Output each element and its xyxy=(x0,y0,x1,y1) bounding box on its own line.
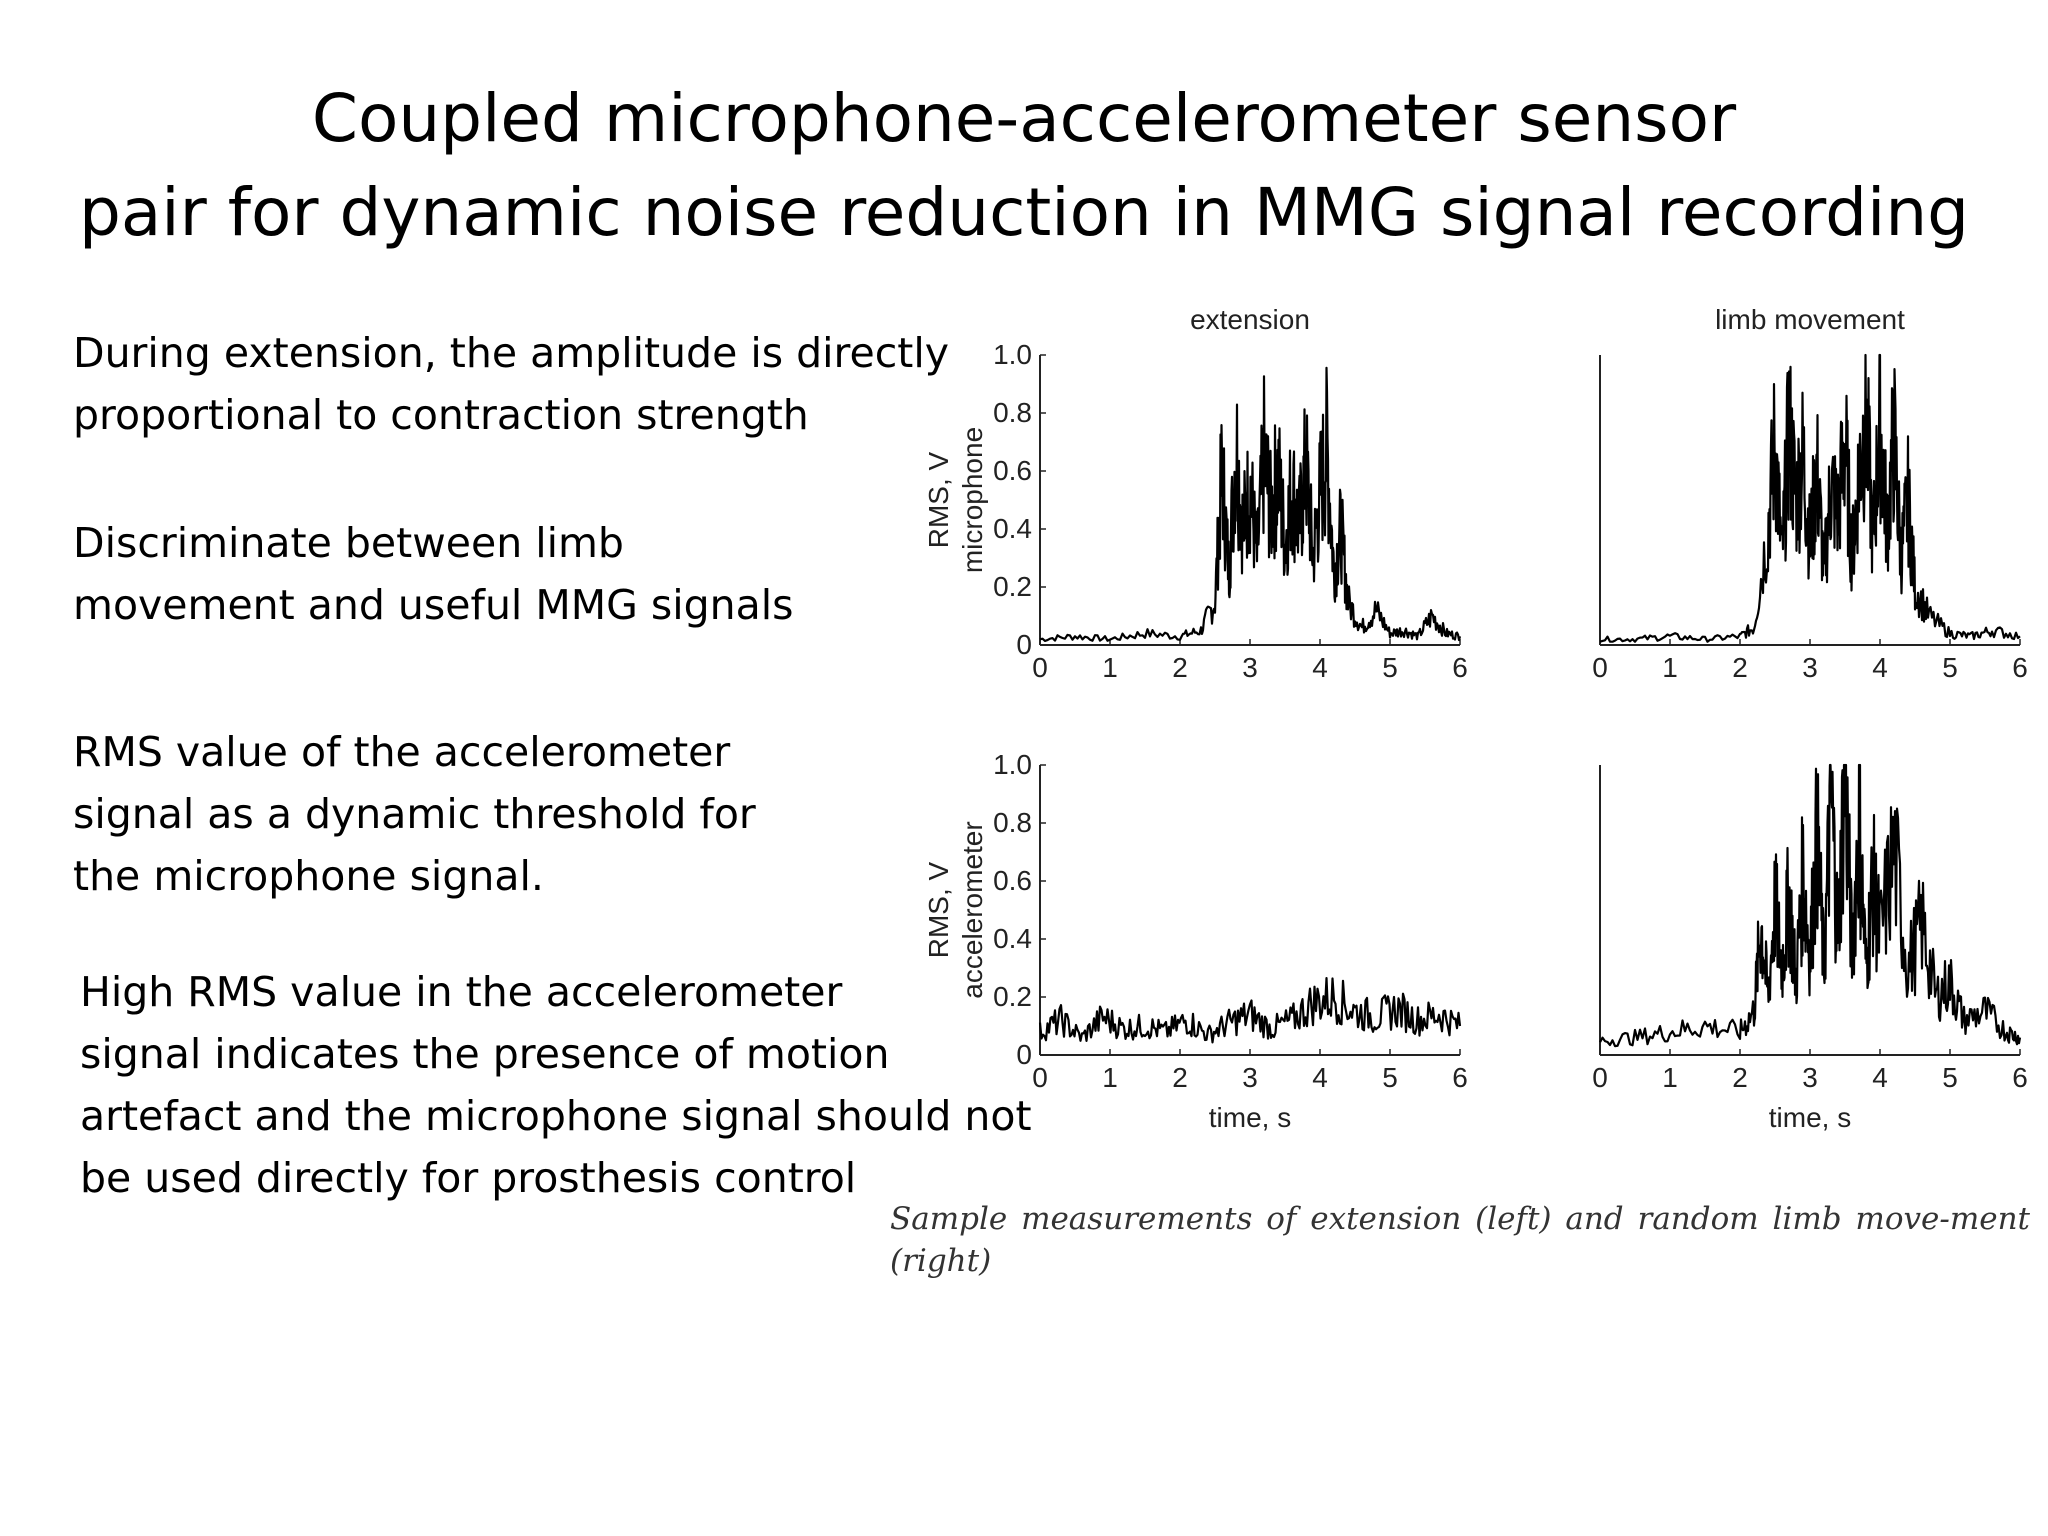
y-tick-label: 1.0 xyxy=(993,339,1032,370)
x-tick-label: 2 xyxy=(1172,1062,1188,1093)
x-tick-label: 4 xyxy=(1312,1062,1328,1093)
x-tick-label: 4 xyxy=(1872,1062,1888,1093)
bullet-discriminate: Discriminate between limb movement and u… xyxy=(73,512,794,636)
bullet-line: movement and useful MMG signals xyxy=(73,581,794,629)
x-tick-label: 5 xyxy=(1942,652,1958,683)
y-tick-label: 0.2 xyxy=(993,981,1032,1012)
y-tick-label: 0 xyxy=(1016,1039,1032,1070)
bullet-motion-artefact: High RMS value in the accelerometer sign… xyxy=(80,961,1032,1209)
y-tick-label: 0.2 xyxy=(993,571,1032,602)
x-tick-label: 4 xyxy=(1872,652,1888,683)
x-tick-label: 1 xyxy=(1102,1062,1118,1093)
y-tick-label: 0.8 xyxy=(993,397,1032,428)
y-tick-label: 0.4 xyxy=(993,513,1032,544)
x-tick-label: 5 xyxy=(1942,1062,1958,1093)
chart-panel: 0 1 2 3 4 5 6 time, s xyxy=(1592,763,2028,1133)
x-axis-label: time, s xyxy=(1769,1102,1851,1133)
x-tick-label: 3 xyxy=(1802,652,1818,683)
bullet-line: During extension, the amplitude is direc… xyxy=(73,329,949,377)
chart-title: limb movement xyxy=(1715,304,1905,335)
bullet-line: the microphone signal. xyxy=(73,852,544,900)
x-tick-label: 6 xyxy=(2012,652,2028,683)
y-axis-label-line: RMS, V xyxy=(923,861,954,958)
y-tick-label: 1.0 xyxy=(993,749,1032,780)
x-tick-label: 4 xyxy=(1312,652,1328,683)
x-tick-label: 1 xyxy=(1662,652,1678,683)
x-tick-label: 5 xyxy=(1382,1062,1398,1093)
chart-title: extension xyxy=(1190,304,1310,335)
x-tick-label: 1 xyxy=(1662,1062,1678,1093)
x-tick-label: 2 xyxy=(1732,1062,1748,1093)
series-line xyxy=(1038,976,1462,1044)
x-tick-label: 0 xyxy=(1592,1062,1608,1093)
slide-title: Coupled microphone-accelerometer sensor … xyxy=(0,72,2048,260)
x-tick-label: 6 xyxy=(1452,652,1468,683)
y-axis-label-line: RMS, V xyxy=(923,451,954,548)
x-tick-label: 6 xyxy=(1452,1062,1468,1093)
x-tick-label: 3 xyxy=(1242,1062,1258,1093)
series-line xyxy=(1599,763,2022,1048)
bullet-line: proportional to contraction strength xyxy=(73,391,809,439)
y-tick-label: 0 xyxy=(1016,629,1032,660)
chart-panel: 0 1 2 3 4 5 6 limb movement xyxy=(1592,304,2028,683)
x-tick-label: 0 xyxy=(1032,652,1048,683)
y-tick-label: 0.6 xyxy=(993,455,1032,486)
x-tick-label: 3 xyxy=(1242,652,1258,683)
y-tick-label: 0.6 xyxy=(993,865,1032,896)
bullet-threshold: RMS value of the accelerometer signal as… xyxy=(73,721,756,907)
bullet-line: signal indicates the presence of motion xyxy=(80,1030,890,1078)
series-line xyxy=(1039,366,1462,642)
x-tick-label: 2 xyxy=(1732,652,1748,683)
x-tick-label: 1 xyxy=(1102,652,1118,683)
y-tick-label: 0.4 xyxy=(993,923,1032,954)
x-tick-label: 0 xyxy=(1032,1062,1048,1093)
x-tick-label: 5 xyxy=(1382,652,1398,683)
bullet-amplitude: During extension, the amplitude is direc… xyxy=(73,322,949,446)
figure-caption: Sample measurements of extension (left) … xyxy=(890,1201,2030,1279)
x-tick-label: 3 xyxy=(1802,1062,1818,1093)
y-axis-label-line: microphone xyxy=(957,427,988,573)
bullet-line: High RMS value in the accelerometer xyxy=(80,968,843,1016)
bullet-line: artefact and the microphone signal shoul… xyxy=(80,1092,1032,1140)
y-axis-label-line: accelerometer xyxy=(957,821,988,998)
slide-title-line: Coupled microphone-accelerometer sensor xyxy=(311,80,1737,157)
x-tick-label: 6 xyxy=(2012,1062,2028,1093)
bullet-line: RMS value of the accelerometer xyxy=(73,728,731,776)
slide-title-line: pair for dynamic noise reduction in MMG … xyxy=(78,174,1970,251)
series-line xyxy=(1599,353,2021,643)
bullet-line: Discriminate between limb xyxy=(73,519,624,567)
x-tick-label: 0 xyxy=(1592,652,1608,683)
bullet-line: be used directly for prosthesis control xyxy=(80,1154,857,1202)
y-tick-label: 0.8 xyxy=(993,807,1032,838)
bullet-line: signal as a dynamic threshold for xyxy=(73,790,756,838)
x-tick-label: 2 xyxy=(1172,652,1188,683)
x-axis-label: time, s xyxy=(1209,1102,1291,1133)
